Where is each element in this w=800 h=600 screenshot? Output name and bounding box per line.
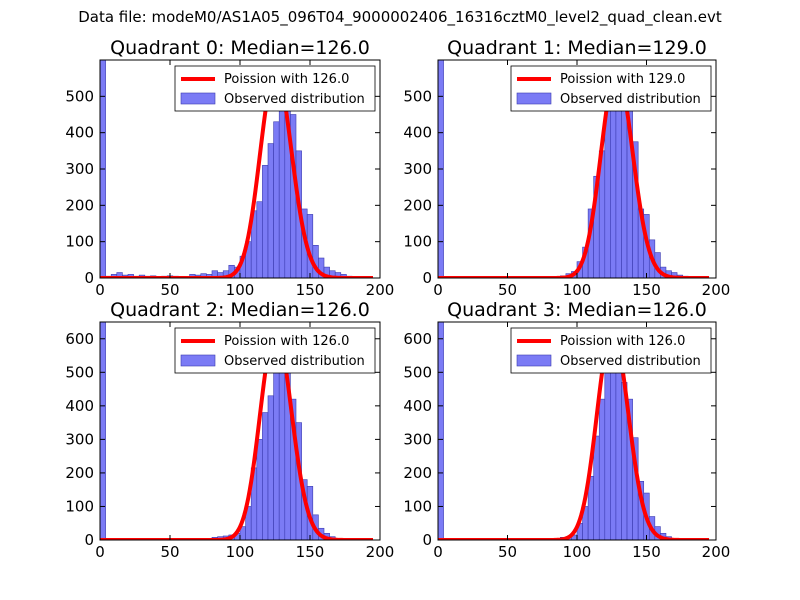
quadrant-0-panel: 0 50 100 150 200 0 100 200 300 400 500 Quadrant 0: … [65, 37, 394, 299]
x-tick-label: 100 [226, 281, 255, 299]
legend-box [510, 65, 712, 112]
y-tick-label: 100 [403, 497, 432, 515]
y-tick-label: 300 [65, 160, 94, 178]
y-tick-label: 500 [403, 87, 432, 105]
quadrant-1-panel: 0 50 100 150 200 0 100 200 300 400 500 Quadrant 1: … [403, 37, 730, 299]
y-tick-label: 600 [65, 330, 94, 348]
legend-poisson-label: Poission with 129.0 [560, 72, 685, 87]
y-tick-label: 100 [403, 233, 432, 251]
y-tick-label: 200 [65, 196, 94, 214]
x-tick-label: 50 [160, 281, 179, 299]
x-tick-label: 0 [95, 281, 105, 299]
y-tick-label: 200 [65, 464, 94, 482]
x-tick-label: 50 [498, 543, 517, 561]
legend-observed-label: Observed distribution [560, 92, 701, 107]
quadrant-3-bars [438, 322, 700, 540]
y-tick-label: 500 [403, 363, 432, 381]
legend-poisson-label: Poission with 126.0 [560, 334, 685, 349]
y-tick-label: 300 [65, 430, 94, 448]
poisson-curve [438, 68, 710, 278]
x-tick-label: 200 [366, 281, 395, 299]
histogram-bar [100, 322, 106, 540]
y-tick-label: 200 [403, 196, 432, 214]
histogram-bar [438, 322, 444, 540]
legend-observed-swatch [516, 354, 552, 367]
x-tick-label: 0 [95, 543, 105, 561]
y-tick-label: 0 [422, 531, 432, 549]
x-tick-label: 50 [498, 281, 517, 299]
y-tick-label: 0 [84, 269, 94, 287]
x-tick-label: 150 [296, 281, 325, 299]
histogram-bar [262, 412, 269, 540]
legend: Poission with 126.0 Observed distribution [174, 65, 376, 112]
histogram-bar [256, 201, 263, 278]
y-tick-label: 0 [84, 531, 94, 549]
legend-observed-swatch [516, 92, 552, 105]
legend-observed-swatch [180, 92, 216, 105]
x-tick-label: 100 [563, 281, 592, 299]
legend: Poission with 129.0 Observed distribution [510, 65, 712, 112]
x-tick-label: 0 [433, 543, 443, 561]
poisson-curve [438, 328, 710, 540]
y-tick-label: 100 [65, 233, 94, 251]
quadrant-title: Quadrant 0: Median=126.0 [110, 37, 370, 59]
histogram-bar [593, 435, 600, 540]
y-tick-label: 400 [403, 124, 432, 142]
y-tick-label: 500 [65, 363, 94, 381]
legend-observed-label: Observed distribution [560, 354, 701, 369]
poisson-curve [100, 328, 374, 540]
x-tick-label: 150 [632, 281, 661, 299]
x-tick-label: 150 [632, 543, 661, 561]
legend: Poission with 126.0 Observed distribution [510, 327, 712, 374]
histogram-bar [598, 398, 606, 540]
legend-poisson-label: Poission with 126.0 [224, 72, 349, 87]
histogram-bar [278, 348, 286, 540]
x-tick-label: 200 [702, 543, 731, 561]
x-tick-label: 100 [563, 543, 592, 561]
x-tick-label: 150 [296, 543, 325, 561]
quadrant-title: Quadrant 2: Median=126.0 [110, 299, 370, 321]
histogram-bar [256, 439, 263, 540]
y-tick-label: 600 [403, 330, 432, 348]
y-tick-label: 400 [65, 124, 94, 142]
x-tick-label: 100 [226, 543, 255, 561]
figure-title: Data file: modeM0/AS1A05_096T04_90000024… [78, 8, 722, 26]
legend-observed-label: Observed distribution [224, 92, 365, 107]
y-tick-label: 300 [403, 160, 432, 178]
quadrant-2-panel: 0 50 100 150 200 0 100 200 300 400 500 600 Quadrant … [65, 299, 394, 561]
y-tick-label: 100 [65, 497, 94, 515]
x-tick-label: 0 [433, 281, 443, 299]
histogram-bar [267, 143, 274, 278]
x-tick-label: 200 [702, 281, 731, 299]
y-tick-label: 400 [403, 397, 432, 415]
legend-observed-swatch [180, 354, 216, 367]
y-tick-label: 400 [65, 397, 94, 415]
histogram-bar [267, 395, 274, 540]
legend: Poission with 126.0 Observed distribution [174, 327, 376, 374]
quadrant-3-panel: 0 50 100 150 200 0 100 200 300 400 500 600 Quadrant … [403, 299, 730, 561]
y-tick-label: 500 [65, 87, 94, 105]
histogram-bar [604, 365, 611, 540]
quadrant-title: Quadrant 1: Median=129.0 [447, 37, 707, 59]
histogram-bar [273, 121, 280, 278]
y-tick-label: 200 [403, 464, 432, 482]
x-tick-label: 50 [160, 543, 179, 561]
y-tick-label: 300 [403, 430, 432, 448]
y-tick-label: 0 [422, 269, 432, 287]
legend-observed-label: Observed distribution [224, 354, 365, 369]
poisson-curve [100, 68, 374, 278]
histogram-bar [262, 165, 269, 278]
histogram-bar [615, 372, 622, 540]
x-tick-label: 200 [366, 543, 395, 561]
quadrant-title: Quadrant 3: Median=126.0 [447, 299, 707, 321]
legend-poisson-label: Poission with 126.0 [224, 334, 349, 349]
